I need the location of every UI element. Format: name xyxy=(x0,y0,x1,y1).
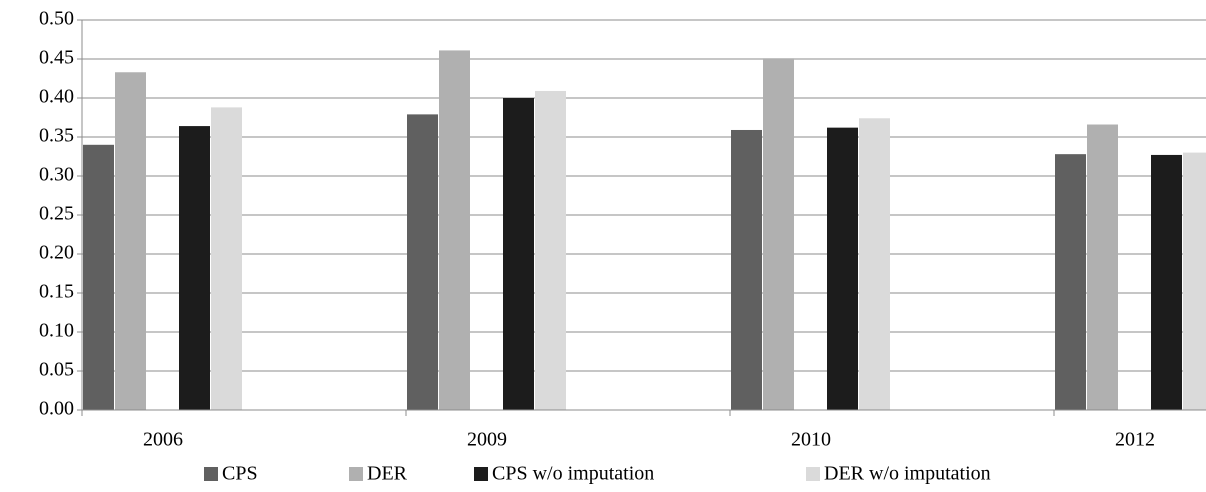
bar xyxy=(503,98,534,410)
y-tick-label: 0.45 xyxy=(39,47,74,69)
bar xyxy=(731,129,762,411)
bar xyxy=(827,127,858,410)
legend-swatch xyxy=(204,467,218,481)
bar xyxy=(859,118,890,410)
y-tick-label: 0.15 xyxy=(39,281,74,303)
legend-label: CPS xyxy=(222,463,258,485)
bar xyxy=(439,50,470,411)
legend-label: DER xyxy=(367,463,408,485)
y-tick-label: 0.40 xyxy=(39,86,74,108)
bar xyxy=(1087,124,1118,411)
bar xyxy=(535,90,566,410)
bar xyxy=(115,72,146,410)
x-tick-label: 2009 xyxy=(467,429,507,451)
legend-label: CPS w/o imputation xyxy=(492,463,654,485)
y-tick-label: 0.50 xyxy=(39,8,74,30)
bar xyxy=(407,114,438,410)
legend-swatch xyxy=(474,467,488,481)
x-tick-label: 2012 xyxy=(1115,429,1155,451)
y-tick-label: 0.30 xyxy=(39,164,74,186)
bar xyxy=(83,144,114,411)
y-tick-label: 0.00 xyxy=(39,398,74,420)
y-tick-label: 0.20 xyxy=(39,242,74,264)
bar xyxy=(1183,152,1206,410)
y-tick-label: 0.25 xyxy=(39,203,74,225)
y-tick-label: 0.10 xyxy=(39,320,74,342)
legend-label: DER w/o imputation xyxy=(824,463,991,485)
y-tick-label: 0.35 xyxy=(39,125,74,147)
legend-swatch xyxy=(349,467,363,481)
bar xyxy=(179,126,210,410)
bar xyxy=(211,107,242,411)
x-tick-label: 2006 xyxy=(143,429,183,451)
bar xyxy=(1151,154,1182,410)
y-tick-label: 0.05 xyxy=(39,359,74,381)
bar xyxy=(763,58,794,410)
x-tick-label: 2010 xyxy=(791,429,831,451)
legend-swatch xyxy=(806,467,820,481)
bar xyxy=(1055,154,1086,410)
